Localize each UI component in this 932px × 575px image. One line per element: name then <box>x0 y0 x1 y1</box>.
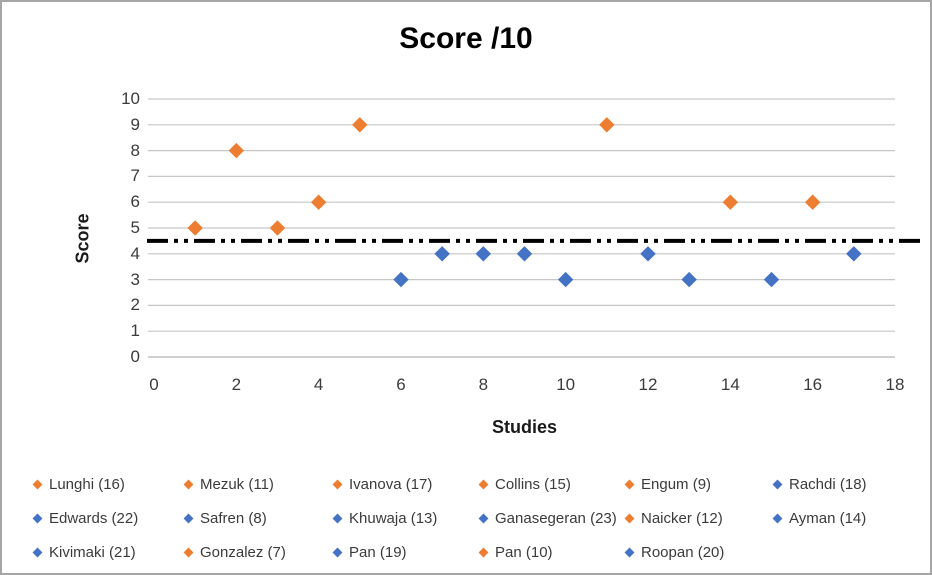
chart-legend: Lunghi (16) Mezuk (11) Ivanova (17) Collins… <box>32 472 867 564</box>
legend-diamond-icon <box>32 513 43 523</box>
legend-label: Ivanova (17) <box>349 475 433 493</box>
legend-item: Pan (19) <box>332 540 480 564</box>
data-point <box>187 220 203 236</box>
x-tick-label: 6 <box>396 375 406 394</box>
legend-item: Safren (8) <box>183 506 334 530</box>
chart-title: Score /10 <box>399 22 533 55</box>
legend-label: Roopan (20) <box>641 543 725 561</box>
x-tick-label: 10 <box>556 375 576 394</box>
legend-diamond-icon <box>624 547 635 557</box>
legend-diamond-icon <box>332 479 343 489</box>
x-tick-label: 2 <box>231 375 242 394</box>
legend-item: Ayman (14) <box>772 506 867 530</box>
legend-item: Rachdi (18) <box>772 472 867 496</box>
data-point <box>722 194 739 210</box>
legend-label: Edwards (22) <box>49 509 139 527</box>
y-axis-title: Score <box>72 213 93 264</box>
x-tick-label: 16 <box>803 375 823 394</box>
y-tick-label: 6 <box>130 192 140 212</box>
x-tick-label: 14 <box>720 375 740 394</box>
legend-item: Edwards (22) <box>32 506 185 530</box>
legend-item: Ganasegeran (23) <box>478 506 626 530</box>
legend-diamond-icon <box>183 513 194 523</box>
legend-label: Naicker (12) <box>641 509 723 527</box>
y-tick-label: 4 <box>130 243 140 263</box>
legend-diamond-icon <box>332 513 343 523</box>
data-point <box>352 117 368 133</box>
data-point <box>640 246 656 262</box>
legend-diamond-icon <box>183 479 194 489</box>
legend-label: Engum (9) <box>641 475 712 493</box>
data-point <box>228 142 245 159</box>
legend-label: Pan (10) <box>495 543 553 561</box>
legend-item: Engum (9) <box>624 472 774 496</box>
x-tick-label: 18 <box>885 375 905 394</box>
y-tick-label: 5 <box>130 218 140 237</box>
x-tick-label: 8 <box>478 375 489 394</box>
legend-diamond-icon <box>772 513 783 523</box>
data-point <box>804 194 821 210</box>
y-tick-label: 8 <box>130 140 140 160</box>
y-tick-label: 10 <box>121 89 140 108</box>
data-point <box>269 220 286 236</box>
data-point <box>846 246 862 262</box>
legend-label: Ganasegeran (23) <box>495 509 617 527</box>
x-tick-label: 0 <box>149 375 159 394</box>
data-point <box>434 246 450 262</box>
legend-item: Khuwaja (13) <box>332 506 480 530</box>
legend-item: Pan (10) <box>478 540 626 564</box>
legend-diamond-icon <box>624 513 635 523</box>
legend-diamond-icon <box>624 479 635 489</box>
legend-label: Pan (19) <box>349 543 407 561</box>
x-axis-title: Studies <box>491 417 557 437</box>
legend-label: Safren (8) <box>200 509 267 527</box>
legend-item: Ivanova (17) <box>332 472 480 496</box>
legend-diamond-icon <box>32 479 43 489</box>
x-tick-label: 4 <box>313 375 324 394</box>
data-point <box>393 271 409 288</box>
y-tick-label: 3 <box>130 269 140 289</box>
legend-diamond-icon <box>478 479 489 489</box>
y-tick-label: 0 <box>130 347 140 366</box>
legend-label: Mezuk (11) <box>200 475 274 493</box>
legend-diamond-icon <box>478 513 489 523</box>
legend-diamond-icon <box>183 547 194 557</box>
legend-item: Kivimaki (21) <box>32 540 185 564</box>
data-point <box>475 246 492 262</box>
y-tick-label: 1 <box>130 321 140 341</box>
legend-diamond-icon <box>32 547 43 557</box>
y-tick-label: 9 <box>130 114 140 134</box>
legend-label: Lunghi (16) <box>49 475 125 493</box>
legend-label: Kivimaki (21) <box>49 543 136 561</box>
legend-item: Roopan (20) <box>624 540 774 564</box>
legend-item: Naicker (12) <box>624 506 774 530</box>
data-point <box>516 246 533 262</box>
legend-label: Ayman (14) <box>789 509 867 527</box>
legend-label: Collins (15) <box>495 475 571 493</box>
legend-item: Collins (15) <box>478 472 626 496</box>
legend-diamond-icon <box>772 479 783 489</box>
data-point <box>681 271 697 288</box>
data-point <box>310 194 327 210</box>
data-point <box>599 117 615 133</box>
y-tick-label: 7 <box>130 166 140 186</box>
legend-item: Gonzalez (7) <box>183 540 334 564</box>
data-point <box>763 271 780 288</box>
y-tick-label: 2 <box>130 295 140 315</box>
legend-diamond-icon <box>332 547 343 557</box>
legend-item: Lunghi (16) <box>32 472 185 496</box>
data-point <box>557 271 574 288</box>
legend-label: Khuwaja (13) <box>349 509 438 527</box>
legend-label: Gonzalez (7) <box>200 543 286 561</box>
x-tick-label: 12 <box>638 375 658 394</box>
legend-diamond-icon <box>478 547 489 557</box>
legend-label: Rachdi (18) <box>789 475 867 493</box>
legend-item: Mezuk (11) <box>183 472 334 496</box>
